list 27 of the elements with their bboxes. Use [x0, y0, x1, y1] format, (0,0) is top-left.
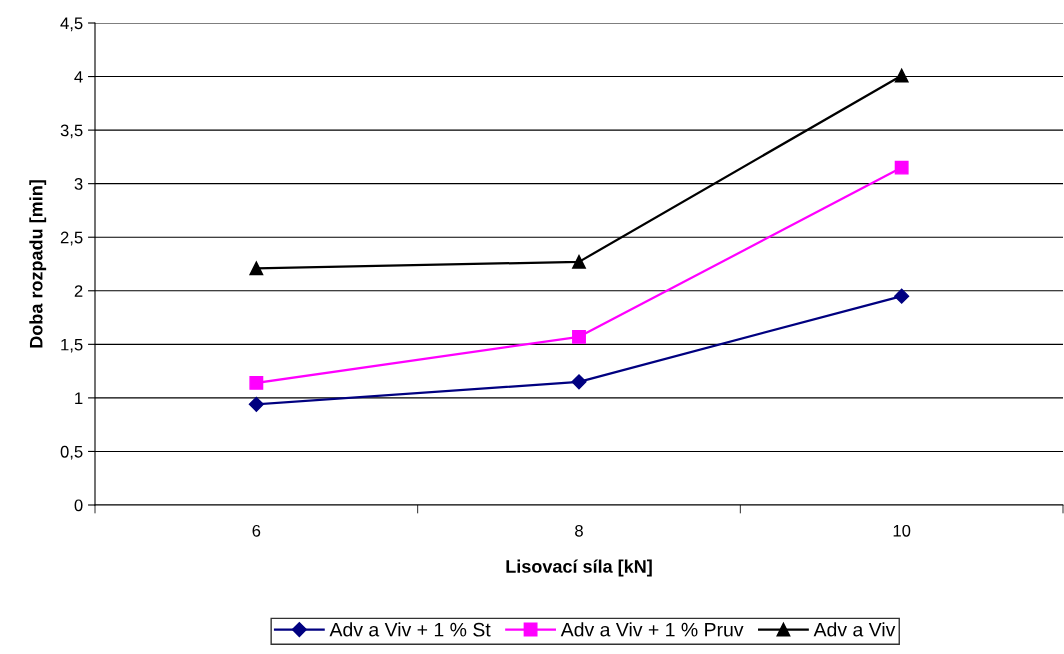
y-tick-label: 2 — [74, 285, 83, 297]
x-tick-label: 8 — [575, 524, 583, 537]
legend-label: Adv a Viv + 1 % St — [329, 622, 491, 637]
y-tick-label: 3,5 — [60, 124, 83, 139]
point — [894, 160, 909, 175]
y-tick-label: 0,5 — [60, 445, 83, 460]
point — [248, 396, 264, 412]
point — [572, 254, 586, 269]
point — [894, 68, 909, 83]
point — [249, 375, 264, 390]
y-tick-label: 2,5 — [60, 231, 83, 246]
legend-label: Adv a Viv + 1 % Pruv — [560, 622, 744, 637]
point — [249, 261, 264, 276]
y-axis-title: Doba rozpadu [min] — [29, 180, 47, 348]
y-tick-label: 4,5 — [60, 17, 83, 32]
legend-label: Adv a Viv — [813, 622, 896, 637]
y-tick-label: 1,5 — [61, 338, 83, 353]
point — [572, 329, 586, 344]
x-tick-label: 10 — [893, 524, 911, 537]
y-tick-label: 1 — [75, 392, 83, 404]
x-tick-label: 6 — [252, 524, 261, 537]
y-tick-label: 3 — [74, 178, 83, 190]
point — [894, 288, 910, 304]
point — [571, 374, 587, 390]
y-tick-label: 0 — [74, 499, 83, 512]
x-axis-title: Lisovací síla [kN] — [506, 559, 652, 577]
y-tick-label: 4 — [74, 71, 83, 83]
